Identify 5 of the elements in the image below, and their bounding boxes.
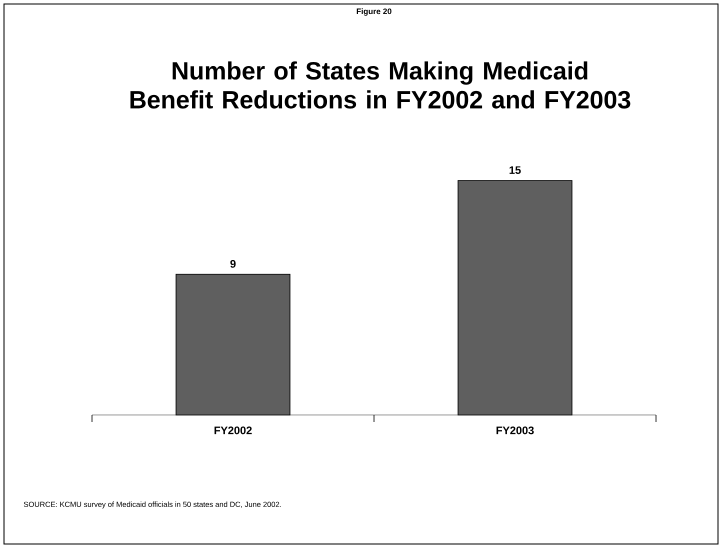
chart-title: Number of States Making Medicaid Benefit Reductions in FY2002 and FY2003: [130, 61, 630, 109]
data-label: 15: [510, 166, 521, 174]
x-tick-label: FY2003: [496, 426, 534, 434]
data-label: 9: [230, 260, 236, 268]
x-tick-label: FY2002: [214, 426, 252, 434]
